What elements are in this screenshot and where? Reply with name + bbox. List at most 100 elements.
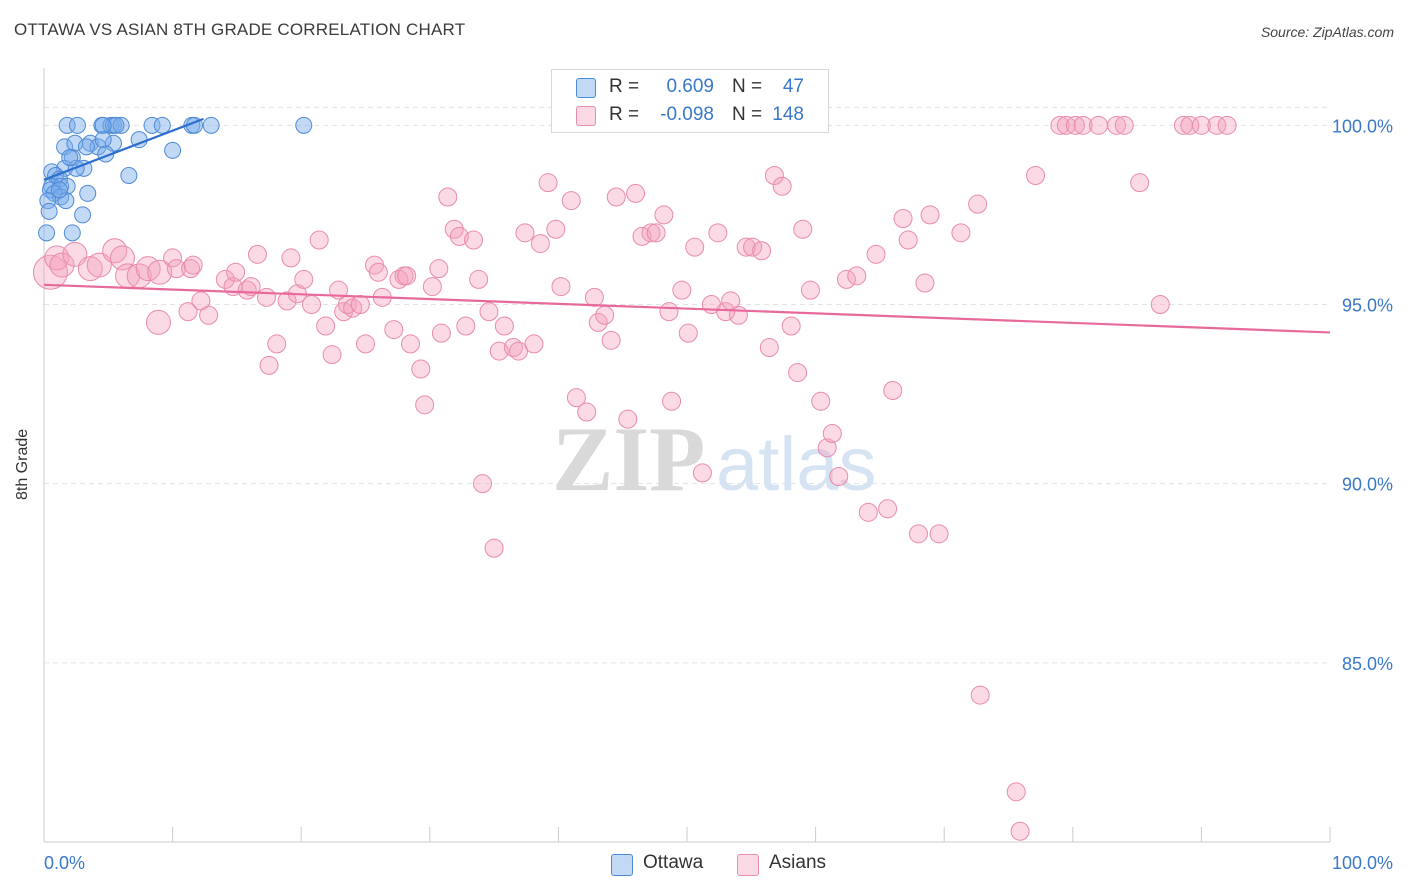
asian-point	[530, 234, 550, 254]
ottawa-point	[39, 192, 57, 210]
asian-point	[829, 467, 849, 486]
asian-point	[788, 363, 808, 383]
asian-point	[294, 269, 314, 289]
y-tick-label: 95.0%	[1342, 296, 1393, 316]
y-axis-label: 8th Grade	[14, 428, 31, 500]
asian-point	[847, 266, 867, 286]
asian-trend-line	[43, 283, 1331, 334]
asian-point	[503, 338, 523, 357]
asian-point	[551, 277, 571, 297]
asian-point	[736, 237, 756, 257]
asian-point	[449, 226, 469, 246]
asian-point	[793, 219, 813, 239]
y-tick-label: 85.0%	[1342, 654, 1393, 674]
asian-point	[566, 388, 586, 408]
asian-point	[473, 474, 493, 494]
asian-point	[858, 502, 878, 522]
asian-point	[752, 241, 772, 261]
asian-point	[1010, 821, 1030, 841]
asian-point	[970, 685, 990, 705]
asian-point	[215, 269, 235, 289]
asian-point	[759, 338, 779, 357]
asian-point	[199, 305, 219, 325]
asian-point	[618, 409, 638, 429]
asian-point	[384, 320, 404, 340]
asian-point	[646, 223, 666, 243]
asian-point	[1130, 173, 1150, 193]
asian-point	[1180, 115, 1200, 135]
ottawa-legend-swatch	[611, 854, 633, 876]
asian-point	[968, 194, 988, 214]
asian-point	[267, 334, 287, 354]
asian-point	[316, 316, 336, 336]
asian-point	[1150, 295, 1170, 314]
asian-point	[1006, 782, 1026, 802]
asian-point	[1089, 115, 1109, 135]
asian-point	[429, 259, 449, 279]
asian-point	[692, 463, 712, 483]
asian-point	[1073, 115, 1093, 135]
asian-point	[145, 309, 171, 335]
asian-point	[509, 341, 529, 361]
asian-point	[577, 402, 597, 422]
asian-point	[866, 244, 886, 264]
asian-point	[62, 241, 88, 267]
asian-point	[277, 291, 297, 311]
asian-point	[641, 223, 661, 243]
ottawa-point	[77, 138, 95, 156]
y-tick-label: 100.0%	[1332, 116, 1393, 136]
asian-point	[102, 238, 128, 264]
asian-point	[241, 277, 261, 297]
asian-point	[422, 277, 442, 297]
asian-point	[920, 205, 940, 225]
asian-point	[601, 330, 621, 350]
asian-point	[147, 259, 173, 285]
asian-point	[1114, 115, 1134, 135]
asian-point	[401, 334, 421, 354]
asian-point	[356, 334, 375, 354]
watermark-atlas: atlas	[716, 422, 877, 507]
asian-point	[538, 173, 558, 193]
asian-point	[411, 359, 431, 379]
asian-point	[226, 262, 246, 282]
legend-n-label: N =	[732, 104, 763, 125]
asian-point	[1191, 115, 1211, 135]
ottawa-point	[202, 116, 220, 134]
asian-point	[456, 316, 476, 336]
asian-point	[606, 187, 626, 207]
asian-point	[908, 524, 928, 544]
asian-point	[489, 341, 509, 361]
ottawa-point	[107, 116, 125, 134]
watermark-zip: ZIP	[552, 408, 705, 510]
asian-point	[800, 280, 820, 300]
ottawa-point	[295, 116, 313, 134]
ottawa-point	[74, 206, 92, 224]
asian-point	[883, 381, 903, 400]
asian-point	[772, 176, 792, 196]
legend-r-value: 0.609	[666, 76, 714, 97]
asian-point	[811, 391, 831, 411]
asian-point	[898, 230, 918, 250]
x-tick-label-max: 100.0%	[1332, 853, 1393, 873]
chart-title: OTTAWA VS ASIAN 8TH GRADE CORRELATION CH…	[14, 20, 466, 39]
asian-point	[178, 302, 198, 322]
ottawa-point	[50, 181, 68, 199]
asian-point	[163, 248, 183, 268]
y-tick-label: 90.0%	[1342, 475, 1393, 495]
asian-point	[659, 302, 679, 322]
asian-point	[247, 244, 267, 264]
asian-point	[915, 273, 935, 293]
asian-point	[524, 334, 544, 354]
asian-point	[708, 223, 728, 243]
asian-point	[584, 287, 604, 307]
ottawa-point	[112, 116, 130, 134]
asian-point	[1107, 115, 1127, 135]
asian-point	[322, 345, 342, 365]
asian-point	[588, 312, 608, 332]
asian-point	[166, 259, 186, 279]
legend-n-value: 47	[782, 76, 804, 97]
x-tick-label-min: 0.0%	[44, 853, 85, 873]
ottawa-point	[38, 224, 56, 242]
asian-point	[484, 538, 504, 558]
legend-r-label: R =	[609, 104, 640, 125]
